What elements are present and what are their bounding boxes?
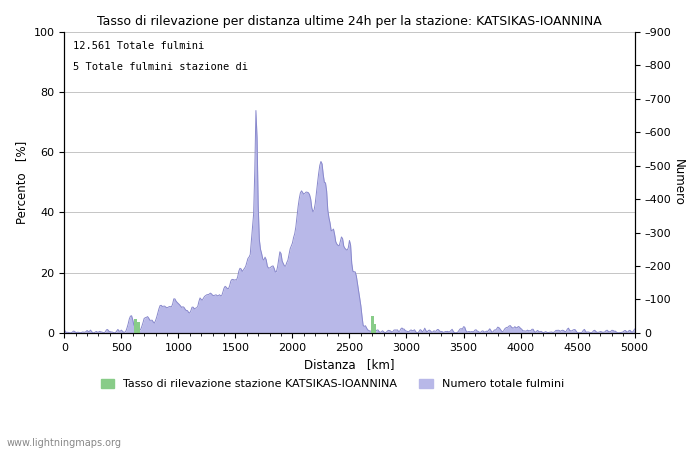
Y-axis label: Numero: Numero [672,159,685,206]
Title: Tasso di rilevazione per distanza ultime 24h per la stazione: KATSIKAS-IOANNINA: Tasso di rilevazione per distanza ultime… [97,15,602,28]
X-axis label: Distanza   [km]: Distanza [km] [304,358,395,371]
Bar [374,324,377,333]
Bar [134,320,136,333]
Bar [137,322,140,333]
Y-axis label: Percento   [%]: Percento [%] [15,141,28,224]
Text: www.lightningmaps.org: www.lightningmaps.org [7,438,122,448]
Legend: Tasso di rilevazione stazione KATSIKAS-IOANNINA, Numero totale fulmini: Tasso di rilevazione stazione KATSIKAS-I… [97,374,568,393]
Bar [371,316,374,333]
Text: 12.561 Totale fulmini: 12.561 Totale fulmini [73,41,204,51]
Text: 5 Totale fulmini stazione di: 5 Totale fulmini stazione di [73,62,248,72]
